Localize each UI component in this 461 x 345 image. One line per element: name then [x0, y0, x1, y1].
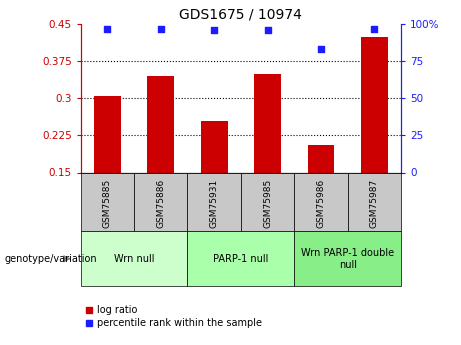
Bar — [294, 172, 348, 231]
Point — [317, 47, 325, 52]
Text: GSM75986: GSM75986 — [316, 178, 325, 228]
Point — [104, 26, 111, 31]
Legend: log ratio, percentile rank within the sample: log ratio, percentile rank within the sa… — [86, 305, 262, 328]
Text: genotype/variation: genotype/variation — [5, 254, 97, 264]
Bar — [94, 96, 121, 172]
Bar — [148, 76, 174, 172]
Text: Wrn PARP-1 double
null: Wrn PARP-1 double null — [301, 248, 394, 269]
Point — [371, 26, 378, 31]
Bar — [294, 231, 401, 286]
Text: GSM75885: GSM75885 — [103, 178, 112, 228]
Text: GSM75931: GSM75931 — [210, 178, 219, 228]
Bar — [201, 120, 228, 172]
Bar — [361, 37, 388, 172]
Bar — [81, 172, 134, 231]
Point — [211, 27, 218, 33]
Point — [157, 26, 165, 31]
Bar — [188, 172, 241, 231]
Bar — [188, 231, 294, 286]
Text: GSM75886: GSM75886 — [156, 178, 165, 228]
Bar — [307, 145, 334, 172]
Text: GSM75987: GSM75987 — [370, 178, 379, 228]
Bar — [254, 73, 281, 172]
Title: GDS1675 / 10974: GDS1675 / 10974 — [179, 8, 302, 22]
Text: Wrn null: Wrn null — [114, 254, 154, 264]
Point — [264, 27, 271, 33]
Bar — [134, 172, 188, 231]
Bar — [81, 231, 188, 286]
Bar — [348, 172, 401, 231]
Text: PARP-1 null: PARP-1 null — [213, 254, 269, 264]
Text: GSM75985: GSM75985 — [263, 178, 272, 228]
Bar — [241, 172, 294, 231]
